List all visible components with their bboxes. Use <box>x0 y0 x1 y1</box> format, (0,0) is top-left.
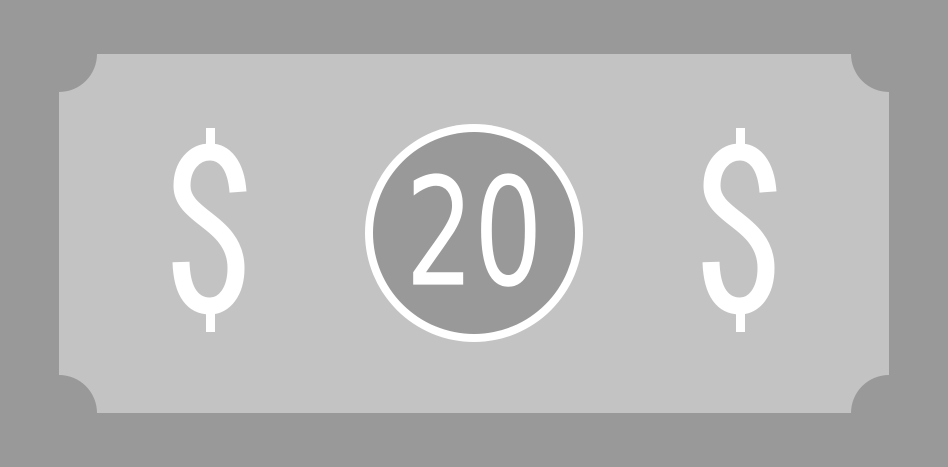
medallion-fill <box>373 132 575 334</box>
denomination-medallion: 20 <box>365 124 583 342</box>
left-dollar-sign-icon <box>172 128 247 332</box>
denomination-text: 20 <box>405 146 542 320</box>
right-dollar-sign-icon <box>702 128 777 332</box>
